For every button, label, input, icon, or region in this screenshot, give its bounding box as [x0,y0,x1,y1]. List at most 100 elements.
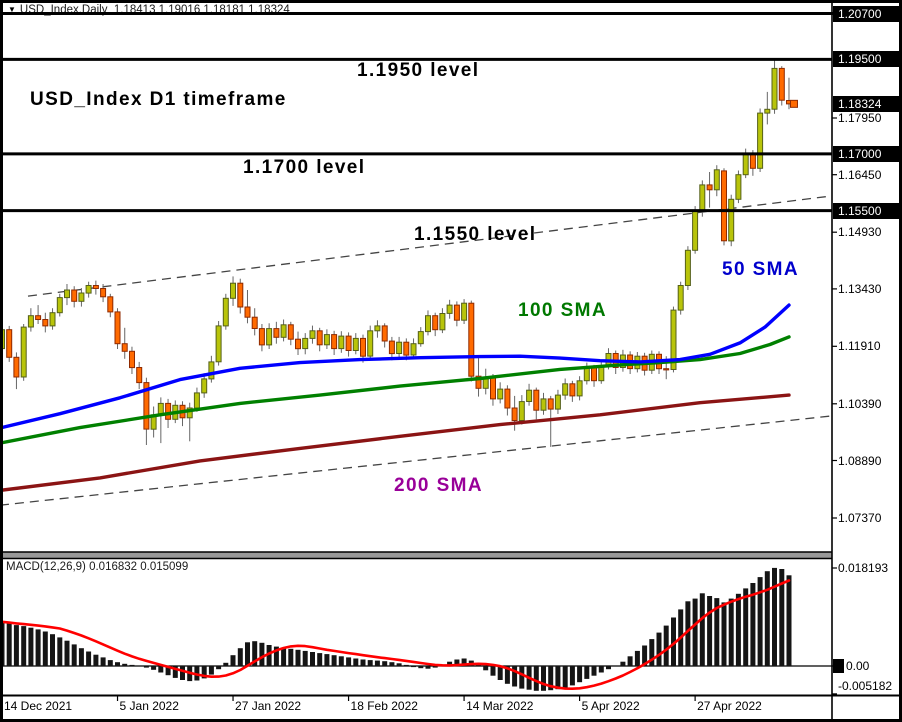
macd-histogram-bar [591,666,597,676]
macd-histogram-bar [483,666,489,671]
macd-histogram-bar [757,577,763,666]
macd-histogram-bar [13,625,19,666]
macd-histogram-bar [490,666,496,676]
candle-body-bear [143,382,150,430]
macd-histogram-bar [346,657,352,666]
candle-body-bear [100,288,107,298]
macd-histogram-bar [512,666,518,687]
macd-histogram-bar [324,654,330,666]
candle-body-bear [547,398,554,410]
level-line-1207[interactable] [0,12,833,15]
candle-body-bull [186,407,193,419]
candle-body-bull [266,328,273,346]
sma-100-line[interactable] [0,335,791,445]
macd-histogram-bar [432,666,438,668]
candle-body-bull [576,380,583,397]
candle-body-bull [20,326,27,378]
macd-histogram-bar [6,623,12,666]
macd-histogram-bar [663,625,669,666]
macd-histogram-bar [562,666,568,688]
macd-histogram-bar [245,642,250,666]
macd-histogram-bar [353,658,359,666]
macd-histogram-bar [627,656,633,666]
candle-body-bull [56,297,63,314]
candle-body-bear [475,375,482,389]
candle-body-bull [193,392,200,409]
macd-histogram-bar [57,637,63,666]
macd-histogram-bar [569,666,575,686]
macd-histogram-bar [634,650,640,666]
macd-histogram-bar [42,631,48,666]
candle-body-bear [114,311,121,345]
macd-histogram-bar [714,598,720,666]
macd-histogram-bar [367,660,373,666]
candle-body-bull [713,169,720,191]
macd-histogram-bar [71,644,77,666]
macd-histogram-bar [100,657,106,666]
current-price-marker [789,99,798,108]
macd-histogram-bar [281,647,287,666]
macd-histogram-bar [50,634,55,666]
candle-body-bull [540,398,547,411]
candle-body-bear [258,328,265,346]
candle-body-bear [165,402,172,420]
channel-lower-dashed-line [0,415,833,506]
macd-histogram-bar [64,640,70,666]
candle-body-bear [388,340,395,355]
candle-body-bull [302,337,309,350]
candle-body-bull [425,315,431,333]
macd-histogram-bar [685,601,691,666]
candle-body-bear [432,315,439,331]
sma-50-line[interactable] [0,303,791,430]
macd-histogram-bar [252,641,258,666]
macd-histogram-bar [772,567,777,666]
macd-histogram-bar [389,662,395,666]
candle-body-bull [677,285,684,311]
macd-histogram-bar [461,658,467,666]
macd-histogram-bar [129,664,135,666]
macd-histogram-bar [180,666,185,680]
macd-histogram-bar [237,648,243,666]
candle-body-bull [338,335,345,350]
candle-body-bull [417,331,424,345]
macd-histogram-bar [151,666,157,670]
candle-body-bear [136,367,143,384]
symbol-dropdown-icon[interactable]: ▼ [8,5,16,14]
macd-histogram-bar [273,646,279,666]
macd-histogram-bar [764,571,770,666]
macd-histogram-bar [671,617,676,666]
macd-histogram-bar [93,654,99,666]
candle-body-bear [591,367,597,382]
candle-body-bull [757,112,764,169]
macd-histogram-bar [107,660,113,666]
macd-histogram-bar [143,666,149,668]
sma-200-line[interactable] [0,393,791,493]
macd-histogram-bar [28,627,34,666]
macd-histogram-bar [750,583,756,666]
macd-histogram-bar [598,666,604,673]
macd-histogram-bar [418,666,424,669]
macd-histogram-bar [476,664,481,666]
macd-histogram-bar [606,666,611,670]
candle-body-bear [244,306,251,318]
macd-histogram-bar [692,598,698,666]
candle-body-bull [49,312,56,327]
candle-body-bull [771,67,778,110]
macd-histogram-bar [620,661,626,666]
panel-separator[interactable] [0,552,832,559]
candle-body-bull [85,285,92,294]
candle-body-bull [374,325,381,332]
macd-histogram-bar [454,659,460,666]
candle-body-bear [345,335,352,352]
macd-histogram-bar [721,602,727,666]
candle-body-bear [273,328,280,338]
macd-histogram-bar [382,661,388,666]
candle-body-bull [410,343,417,356]
candle-body-bear [107,296,114,313]
macd-histogram-bar [122,663,128,666]
macd-histogram-bar [577,666,583,683]
candle-body-bear [360,337,366,357]
